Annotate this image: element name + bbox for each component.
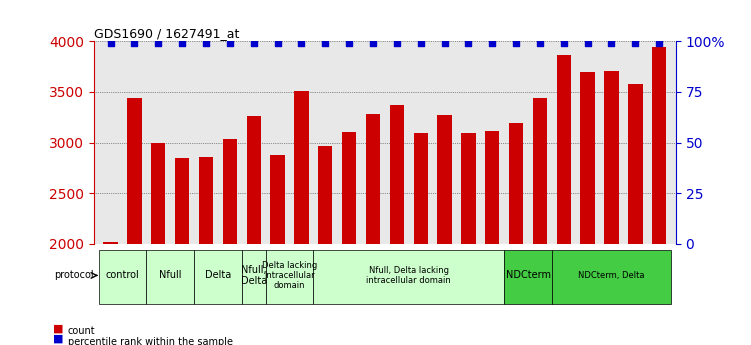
Text: count: count: [68, 326, 95, 336]
Point: [176, 41, 189, 46]
Text: Nfull, Delta lacking
intracellular domain: Nfull, Delta lacking intracellular domai…: [366, 266, 451, 285]
Point: [319, 41, 331, 46]
Bar: [366, 114, 380, 244]
Bar: [556, 55, 571, 244]
Point: [104, 41, 116, 46]
Text: NDCterm, Delta: NDCterm, Delta: [578, 271, 645, 280]
Bar: [461, 134, 475, 244]
FancyBboxPatch shape: [266, 250, 313, 304]
FancyBboxPatch shape: [313, 250, 504, 304]
Point: [439, 41, 451, 46]
Bar: [175, 158, 189, 244]
Bar: [199, 157, 213, 244]
Text: protocol: protocol: [54, 270, 93, 280]
Text: Nfull: Nfull: [159, 270, 182, 280]
Point: [415, 41, 427, 46]
Bar: [628, 84, 643, 244]
Point: [272, 41, 284, 46]
Bar: [104, 242, 118, 244]
FancyBboxPatch shape: [98, 250, 146, 304]
Bar: [246, 116, 261, 244]
Point: [343, 41, 355, 46]
Text: Delta: Delta: [205, 270, 231, 280]
Text: ■: ■: [53, 323, 63, 333]
Text: percentile rank within the sample: percentile rank within the sample: [68, 337, 233, 345]
Point: [629, 41, 641, 46]
Bar: [127, 98, 142, 244]
Point: [128, 41, 140, 46]
Bar: [437, 115, 451, 244]
Point: [224, 41, 236, 46]
Point: [510, 41, 522, 46]
Point: [558, 41, 570, 46]
Bar: [414, 134, 428, 244]
Point: [367, 41, 379, 46]
Bar: [270, 155, 285, 244]
Bar: [342, 132, 356, 244]
Bar: [294, 91, 309, 244]
Text: control: control: [106, 270, 140, 280]
FancyBboxPatch shape: [146, 250, 194, 304]
FancyBboxPatch shape: [552, 250, 671, 304]
Point: [605, 41, 617, 46]
Bar: [509, 124, 523, 244]
Bar: [151, 142, 165, 244]
Bar: [390, 105, 404, 244]
Bar: [581, 72, 595, 244]
Text: Nfull,
Delta: Nfull, Delta: [240, 265, 267, 286]
Point: [486, 41, 498, 46]
FancyBboxPatch shape: [504, 250, 552, 304]
Point: [463, 41, 475, 46]
Point: [152, 41, 164, 46]
Bar: [532, 98, 547, 244]
Text: Delta lacking
intracellular
domain: Delta lacking intracellular domain: [262, 260, 317, 290]
Point: [295, 41, 307, 46]
Bar: [318, 146, 333, 244]
Point: [581, 41, 593, 46]
Bar: [485, 131, 499, 244]
Point: [391, 41, 403, 46]
Point: [653, 41, 665, 46]
Point: [534, 41, 546, 46]
Bar: [605, 71, 619, 244]
Text: GDS1690 / 1627491_at: GDS1690 / 1627491_at: [94, 27, 240, 40]
FancyBboxPatch shape: [242, 250, 266, 304]
Point: [200, 41, 212, 46]
Bar: [652, 48, 666, 244]
Point: [248, 41, 260, 46]
Bar: [223, 139, 237, 244]
Text: NDCterm: NDCterm: [505, 270, 550, 280]
Text: ■: ■: [53, 334, 63, 344]
FancyBboxPatch shape: [194, 250, 242, 304]
